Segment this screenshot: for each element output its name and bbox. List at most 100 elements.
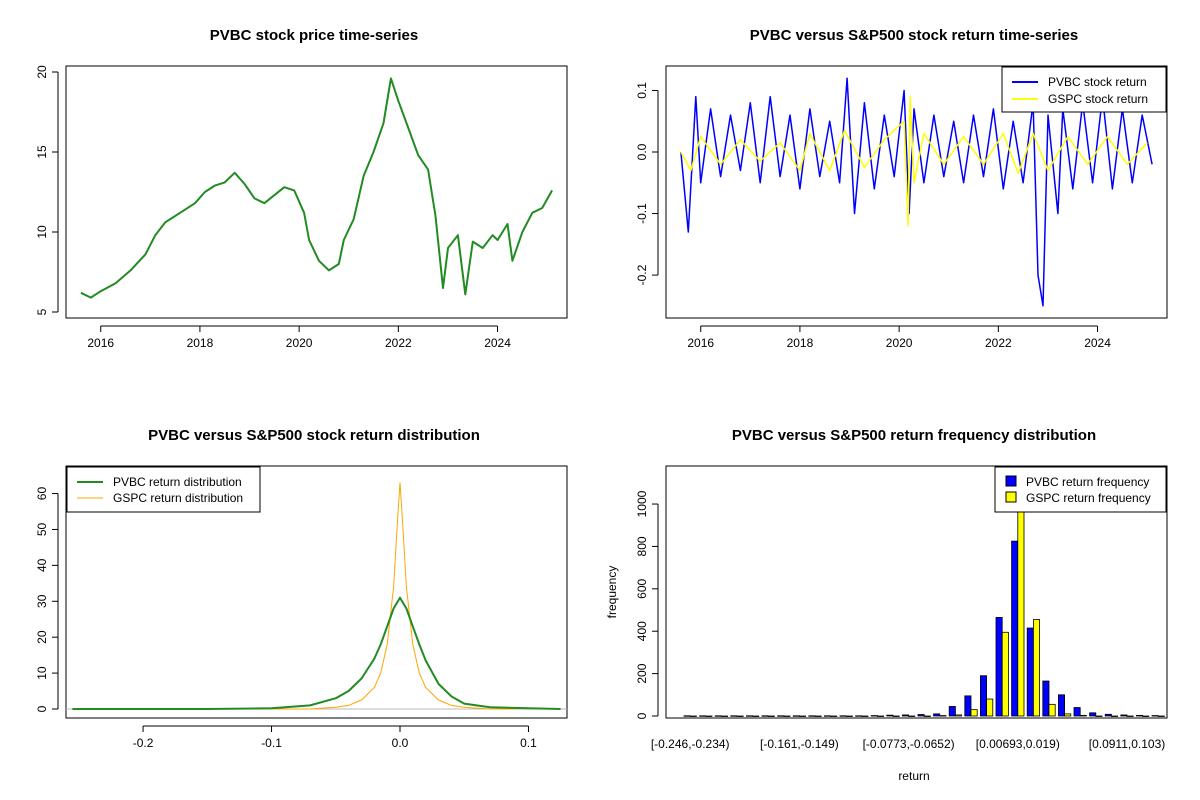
histogram-bar-pvbc: [1058, 694, 1066, 717]
density-legend: PVBC return distribution GSPC return dis…: [66, 466, 261, 513]
price-x-tick-label: 2020: [286, 336, 313, 350]
histogram-bar-gspc: [877, 715, 885, 717]
return-y-tick-label: -0.2: [635, 264, 649, 285]
histogram-x-tick-label: [-0.0773,-0.0652): [863, 737, 955, 751]
histogram-bar-pvbc: [1151, 715, 1159, 717]
density-y-tick-label: 60: [35, 487, 49, 501]
histogram-x-axis-label: return: [898, 769, 929, 783]
histogram-y-tick-label: 0: [635, 712, 649, 719]
histogram-legend-label-pvbc: PVBC return frequency: [1026, 475, 1149, 489]
return-legend-box: [1001, 66, 1167, 113]
histogram-y-axis-label: frequency: [605, 566, 619, 619]
histogram-bar-gspc: [1064, 713, 1072, 717]
histogram-bar-gspc: [783, 715, 791, 717]
density-y-tick-label: 40: [35, 558, 49, 572]
histogram-chart-title: PVBC versus S&P500 return frequency dist…: [732, 427, 1096, 444]
histogram-legend-swatch-pvbc: [1005, 475, 1017, 487]
panel-return-timeseries: PVBC versus S&P500 stock return time-ser…: [635, 27, 1168, 350]
histogram-bar-gspc: [689, 715, 697, 717]
return-legend-label-pvbc: PVBC stock return: [1048, 75, 1147, 89]
histogram-bar-gspc: [814, 715, 822, 717]
panel-return-histogram: PVBC versus S&P500 return frequency dist…: [605, 427, 1168, 783]
histogram-bar-pvbc: [933, 713, 941, 717]
histogram-bar-pvbc: [777, 715, 785, 717]
histogram-bar-pvbc: [902, 714, 910, 717]
density-series-gspc: [233, 482, 516, 710]
histogram-legend-swatch-gspc: [1005, 491, 1017, 503]
histogram-bar-gspc: [1126, 715, 1134, 717]
histogram-bar-pvbc: [761, 715, 769, 717]
density-y-tick-label: 0: [35, 705, 49, 712]
histogram-bar-gspc: [939, 715, 947, 717]
density-y-tick-label: 10: [35, 666, 49, 680]
histogram-x-tick-label: [0.00693,0.019): [976, 737, 1060, 751]
histogram-x-tick-label: [-0.246,-0.234): [651, 737, 730, 751]
return-legend: PVBC stock return GSPC stock return: [1001, 66, 1167, 113]
histogram-bar-gspc: [1048, 703, 1056, 717]
histogram-bar-gspc: [923, 715, 931, 717]
return-y-tick-label: -0.1: [635, 203, 649, 224]
histogram-y-tick-label: 800: [635, 536, 649, 556]
price-y-tick-label: 20: [35, 65, 49, 79]
histogram-bar-pvbc: [1104, 713, 1112, 717]
histogram-bar-pvbc: [808, 715, 816, 717]
density-series-pvbc: [72, 596, 561, 710]
histogram-bar-gspc: [845, 715, 853, 717]
histogram-bar-pvbc: [964, 695, 972, 717]
histogram-bar-pvbc: [792, 715, 800, 717]
histogram-plot-frame: [665, 465, 1168, 719]
histogram-bar-pvbc: [1136, 714, 1144, 717]
histogram-bar-gspc: [1079, 714, 1087, 717]
histogram-bar-pvbc: [980, 675, 988, 717]
histogram-bar-pvbc: [1073, 707, 1081, 717]
density-legend-box: [66, 466, 261, 513]
histogram-bar-gspc: [861, 715, 869, 717]
histogram-bar-pvbc: [870, 715, 878, 717]
histogram-bar-pvbc: [1089, 712, 1097, 717]
return-x-tick-label: 2022: [985, 336, 1012, 350]
histogram-legend: PVBC return frequency GSPC return freque…: [994, 466, 1167, 513]
histogram-y-tick-label: 200: [635, 663, 649, 683]
price-plot-frame: [65, 65, 568, 319]
histogram-bar-pvbc: [824, 715, 832, 717]
histogram-bar-pvbc: [1011, 540, 1019, 717]
histogram-bar-gspc: [799, 715, 807, 717]
price-series-line: [80, 77, 553, 299]
histogram-x-tick-label: [-0.161,-0.149): [760, 737, 839, 751]
histogram-bar-pvbc: [1042, 680, 1050, 717]
histogram-bar-gspc: [721, 715, 729, 717]
histogram-y-tick-label: 1000: [635, 490, 649, 517]
histogram-y-tick-label: 600: [635, 578, 649, 598]
histogram-bar-gspc: [1095, 715, 1103, 717]
histogram-bar-pvbc: [948, 706, 956, 717]
price-y-tick-label: 10: [35, 225, 49, 239]
price-y-tick-label: 15: [35, 145, 49, 159]
density-x-tick-label: 0.1: [520, 736, 537, 750]
histogram-bar-gspc: [1001, 631, 1009, 717]
histogram-bar-gspc: [908, 715, 916, 717]
histogram-bar-gspc: [892, 715, 900, 717]
density-x-tick-label: 0.0: [392, 736, 409, 750]
histogram-bar-gspc: [1033, 619, 1041, 717]
return-x-tick-label: 2018: [787, 336, 814, 350]
histogram-bar-gspc: [1111, 715, 1119, 717]
histogram-bar-pvbc: [746, 715, 754, 717]
return-x-tick-label: 2024: [1084, 336, 1111, 350]
density-x-tick-label: -0.2: [133, 736, 154, 750]
histogram-bar-pvbc: [730, 715, 738, 717]
price-chart-title: PVBC stock price time-series: [210, 27, 418, 44]
histogram-bar-pvbc: [886, 714, 894, 717]
histogram-bar-gspc: [830, 715, 838, 717]
histogram-bar-pvbc: [683, 715, 691, 717]
histogram-x-tick-label: [0.0911,0.103): [1089, 737, 1166, 751]
price-x-tick-label: 2018: [187, 336, 214, 350]
price-x-tick-label: 2022: [385, 336, 412, 350]
histogram-bar-gspc: [970, 709, 978, 717]
histogram-bar-gspc: [955, 714, 963, 717]
histogram-bar-pvbc: [1026, 627, 1034, 717]
histogram-bar-pvbc: [714, 715, 722, 717]
return-series-pvbc: [680, 77, 1153, 307]
return-y-tick-label: 0.1: [635, 82, 649, 99]
return-plot-frame: [665, 65, 1168, 319]
